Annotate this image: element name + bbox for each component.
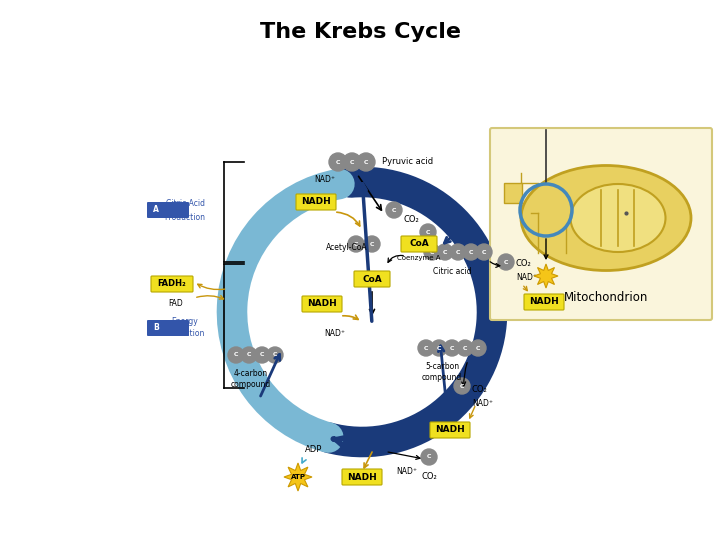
Circle shape bbox=[228, 347, 244, 363]
Text: Coenzyme A: Coenzyme A bbox=[397, 255, 441, 261]
Circle shape bbox=[357, 153, 375, 171]
Text: The Krebs Cycle: The Krebs Cycle bbox=[259, 22, 461, 42]
FancyBboxPatch shape bbox=[147, 320, 189, 336]
FancyBboxPatch shape bbox=[296, 194, 336, 210]
Text: NAD⁺: NAD⁺ bbox=[324, 329, 345, 339]
Text: CoA: CoA bbox=[409, 240, 429, 248]
Circle shape bbox=[364, 236, 380, 252]
Text: C: C bbox=[370, 241, 374, 246]
Text: 4-carbon
compound: 4-carbon compound bbox=[231, 369, 271, 389]
Circle shape bbox=[457, 340, 473, 356]
Circle shape bbox=[421, 449, 437, 465]
Text: Mitochondrion: Mitochondrion bbox=[564, 291, 648, 304]
Text: Production: Production bbox=[164, 213, 205, 221]
Text: C: C bbox=[392, 207, 396, 213]
Circle shape bbox=[241, 347, 257, 363]
Text: C: C bbox=[336, 159, 341, 165]
Text: C: C bbox=[350, 159, 354, 165]
FancyBboxPatch shape bbox=[147, 202, 189, 218]
Text: C: C bbox=[247, 353, 251, 357]
Text: C: C bbox=[437, 346, 441, 350]
Text: C: C bbox=[504, 260, 508, 265]
FancyBboxPatch shape bbox=[302, 296, 342, 312]
Ellipse shape bbox=[521, 165, 691, 271]
FancyBboxPatch shape bbox=[490, 128, 712, 320]
Text: C: C bbox=[427, 455, 431, 460]
Text: CO₂: CO₂ bbox=[404, 215, 420, 225]
Text: NAD⁺: NAD⁺ bbox=[472, 400, 493, 408]
Text: C: C bbox=[354, 241, 359, 246]
Text: FAD: FAD bbox=[168, 300, 184, 308]
Text: C: C bbox=[430, 249, 434, 254]
Circle shape bbox=[267, 347, 283, 363]
Text: C: C bbox=[450, 346, 454, 350]
Text: NADH: NADH bbox=[529, 298, 559, 307]
Text: C: C bbox=[260, 353, 264, 357]
Text: NAD⁺: NAD⁺ bbox=[314, 176, 335, 185]
Text: Pyruvic acid: Pyruvic acid bbox=[382, 158, 433, 166]
Text: NADH: NADH bbox=[307, 300, 337, 308]
FancyBboxPatch shape bbox=[504, 183, 522, 203]
Text: NADH: NADH bbox=[435, 426, 465, 435]
Circle shape bbox=[498, 254, 514, 270]
Text: C: C bbox=[460, 383, 464, 388]
Circle shape bbox=[420, 224, 436, 240]
Text: ADP: ADP bbox=[305, 444, 323, 454]
Text: Acetyl-CoA: Acetyl-CoA bbox=[326, 242, 368, 252]
FancyBboxPatch shape bbox=[354, 271, 390, 287]
Text: C: C bbox=[426, 230, 431, 234]
Text: C: C bbox=[364, 159, 368, 165]
Circle shape bbox=[418, 340, 434, 356]
Circle shape bbox=[329, 153, 347, 171]
Text: CO₂: CO₂ bbox=[516, 260, 532, 268]
Text: CO₂: CO₂ bbox=[421, 472, 437, 481]
Text: C: C bbox=[469, 249, 473, 254]
Text: NAD⁺: NAD⁺ bbox=[396, 468, 417, 476]
Text: C: C bbox=[234, 353, 238, 357]
Circle shape bbox=[444, 340, 460, 356]
Circle shape bbox=[343, 153, 361, 171]
FancyBboxPatch shape bbox=[342, 469, 382, 485]
Text: C: C bbox=[476, 346, 480, 350]
Text: FADH₂: FADH₂ bbox=[158, 280, 186, 288]
Circle shape bbox=[463, 244, 479, 260]
Text: Extraction: Extraction bbox=[166, 329, 204, 339]
Text: ATP: ATP bbox=[290, 474, 305, 480]
Text: Citric Acid: Citric Acid bbox=[166, 199, 204, 208]
Circle shape bbox=[424, 244, 440, 260]
FancyBboxPatch shape bbox=[401, 236, 437, 252]
Text: C: C bbox=[443, 249, 447, 254]
FancyBboxPatch shape bbox=[524, 294, 564, 310]
Text: Citric acid: Citric acid bbox=[433, 267, 472, 276]
Circle shape bbox=[254, 347, 270, 363]
Ellipse shape bbox=[570, 184, 665, 252]
FancyBboxPatch shape bbox=[430, 422, 470, 438]
Text: C: C bbox=[482, 249, 486, 254]
Text: B: B bbox=[153, 323, 159, 333]
Text: NADH: NADH bbox=[301, 198, 331, 206]
Circle shape bbox=[470, 340, 486, 356]
Text: C: C bbox=[424, 346, 428, 350]
Text: C: C bbox=[463, 346, 467, 350]
FancyBboxPatch shape bbox=[151, 276, 193, 292]
Polygon shape bbox=[534, 264, 558, 288]
Text: C: C bbox=[273, 353, 277, 357]
Circle shape bbox=[450, 244, 466, 260]
Circle shape bbox=[386, 202, 402, 218]
Text: CoA: CoA bbox=[362, 274, 382, 284]
Text: C: C bbox=[456, 249, 460, 254]
Circle shape bbox=[454, 378, 470, 394]
Text: Energy: Energy bbox=[171, 316, 199, 326]
Text: A: A bbox=[153, 206, 159, 214]
Text: NAD⁺: NAD⁺ bbox=[516, 273, 537, 282]
Polygon shape bbox=[284, 463, 312, 491]
Circle shape bbox=[348, 236, 364, 252]
Text: 5-carbon
compound: 5-carbon compound bbox=[422, 362, 462, 382]
Circle shape bbox=[476, 244, 492, 260]
Circle shape bbox=[437, 244, 453, 260]
Text: CO₂: CO₂ bbox=[472, 386, 487, 395]
Text: NADH: NADH bbox=[347, 472, 377, 482]
Circle shape bbox=[431, 340, 447, 356]
